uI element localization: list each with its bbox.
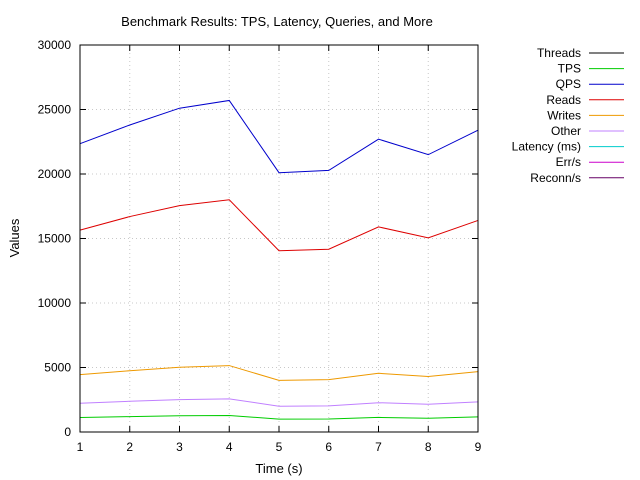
- series-line-5: [79, 398, 479, 407]
- y-tick-label: 5000: [44, 361, 71, 375]
- y-tick-label: 0: [64, 425, 71, 439]
- series-line-2: [79, 99, 479, 174]
- y-tick-label: 15000: [38, 232, 72, 246]
- legend-label: Writes: [547, 108, 581, 122]
- x-tick-label: 1: [77, 440, 84, 454]
- y-axis-label: Values: [7, 218, 22, 257]
- y-tick-label: 25000: [38, 103, 72, 117]
- y-tick-label: 20000: [38, 167, 72, 181]
- axis-ticks: 0 5000 10000 15000 20000 25000 30000 1 2 3 4 5 6 7 8 9: [38, 38, 482, 454]
- x-axis-label: Time (s): [255, 461, 302, 476]
- x-tick-label: 9: [475, 440, 482, 454]
- x-tick-label: 7: [375, 440, 382, 454]
- series-lines: [79, 99, 479, 420]
- x-tick-label: 5: [276, 440, 283, 454]
- legend-label: Reads: [546, 93, 581, 107]
- x-tick-label: 8: [425, 440, 432, 454]
- x-tick-label: 6: [325, 440, 332, 454]
- series-line-1: [79, 414, 479, 420]
- series-line-3: [79, 199, 479, 252]
- legend-label: Threads: [537, 46, 581, 60]
- x-tick-label: 2: [126, 440, 133, 454]
- legend-label: Err/s: [556, 155, 581, 169]
- x-tick-label: 3: [176, 440, 183, 454]
- y-tick-label: 10000: [38, 296, 72, 310]
- legend-label: Other: [551, 124, 581, 138]
- legend-label: QPS: [556, 77, 581, 91]
- series-line-4: [79, 365, 479, 381]
- legend-label: Latency (ms): [512, 140, 581, 154]
- legend-label: TPS: [558, 62, 581, 76]
- chart-title: Benchmark Results: TPS, Latency, Queries…: [121, 14, 433, 29]
- x-tick-label: 4: [226, 440, 233, 454]
- legend-label: Reconn/s: [530, 171, 581, 185]
- grid-lines: [80, 45, 478, 432]
- y-tick-label: 30000: [38, 38, 72, 52]
